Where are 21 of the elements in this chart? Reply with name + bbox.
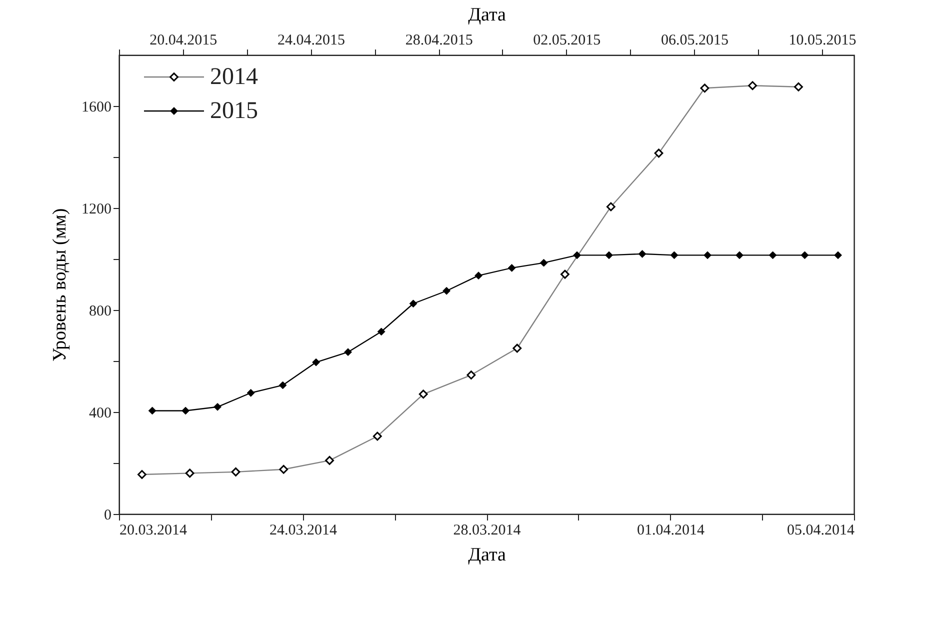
x-tick-label: 01.04.2014 — [637, 522, 705, 538]
y-tick-label: 800 — [89, 304, 112, 320]
y-tick-label: 400 — [89, 406, 112, 422]
x2-tick-label: 28.04.2015 — [405, 32, 473, 48]
x2-tick-label: 10.05.2015 — [788, 32, 856, 48]
legend-label: 2014 — [210, 64, 258, 90]
y-tick-label: 1600 — [82, 100, 112, 116]
x-tick-label: 24.03.2014 — [270, 522, 338, 538]
legend-label: 2015 — [210, 98, 258, 124]
x2-tick-label: 20.04.2015 — [150, 32, 218, 48]
x-axis-title: Дата — [468, 544, 506, 566]
x-tick-label: 05.04.2014 — [787, 522, 855, 538]
x2-tick-label: 24.04.2015 — [277, 32, 345, 48]
x2-tick-label: 06.05.2015 — [660, 32, 728, 48]
y-axis-title: Уровень воды (мм) — [50, 208, 70, 362]
x-tick-label: 20.03.2014 — [120, 522, 188, 538]
y-tick-label: 0 — [104, 508, 112, 524]
x-tick-label: 28.03.2014 — [453, 522, 522, 538]
x2-tick-label: 02.05.2015 — [533, 32, 601, 48]
y-tick-label: 1200 — [82, 202, 112, 218]
x2-axis-title: Дата — [468, 4, 506, 26]
